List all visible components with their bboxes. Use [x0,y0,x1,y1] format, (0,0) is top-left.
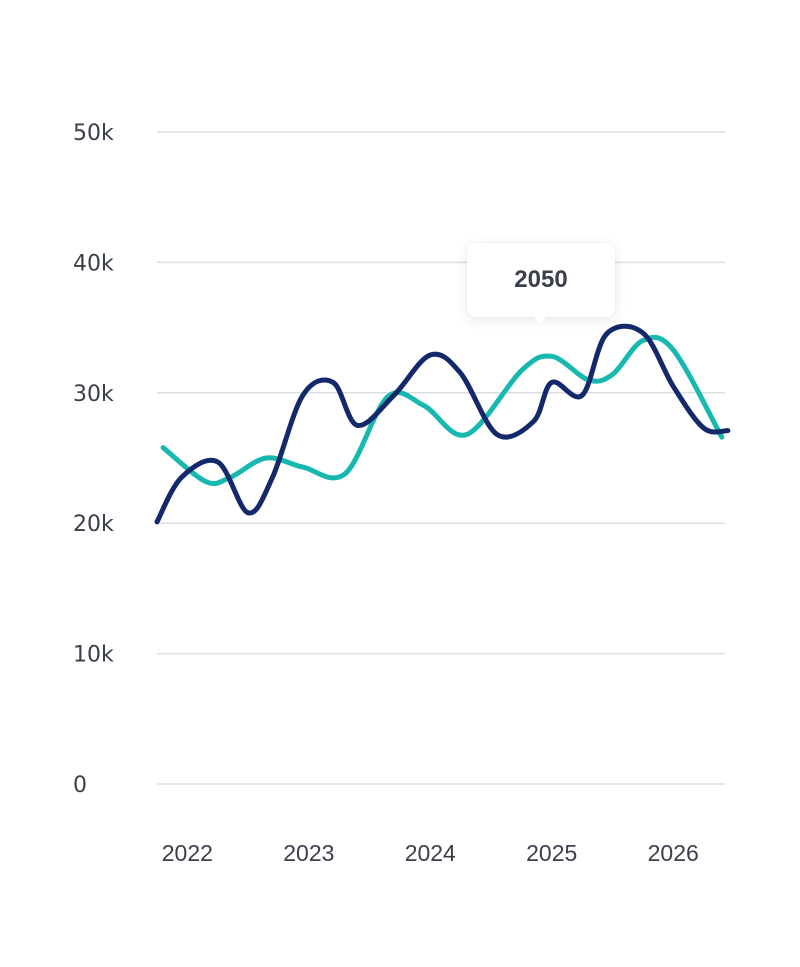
y-tick-label: 30k [73,382,114,407]
y-tick-label: 50k [73,121,114,146]
series-line-1 [160,334,725,487]
series-lines [154,323,731,525]
x-tick-label: 2025 [526,840,577,866]
tooltip-label: 2050 [514,266,568,293]
grid-lines [157,131,725,785]
y-tick-label: 20k [73,512,114,537]
x-axis-ticks: 2022 2023 2024 2025 2026 [162,840,699,866]
y-tick-label: 0 [73,773,87,798]
y-axis-ticks: 0 10k 20k 30k 40k 50k [73,121,114,798]
y-tick-label: 40k [73,251,114,276]
x-tick-label: 2024 [405,840,456,866]
y-tick-label: 10k [73,643,114,668]
x-tick-label: 2026 [648,840,699,866]
series-line-2 [154,323,731,525]
hover-tooltip: 2050 [467,243,615,324]
x-tick-label: 2023 [283,840,334,866]
x-tick-label: 2022 [162,840,213,866]
